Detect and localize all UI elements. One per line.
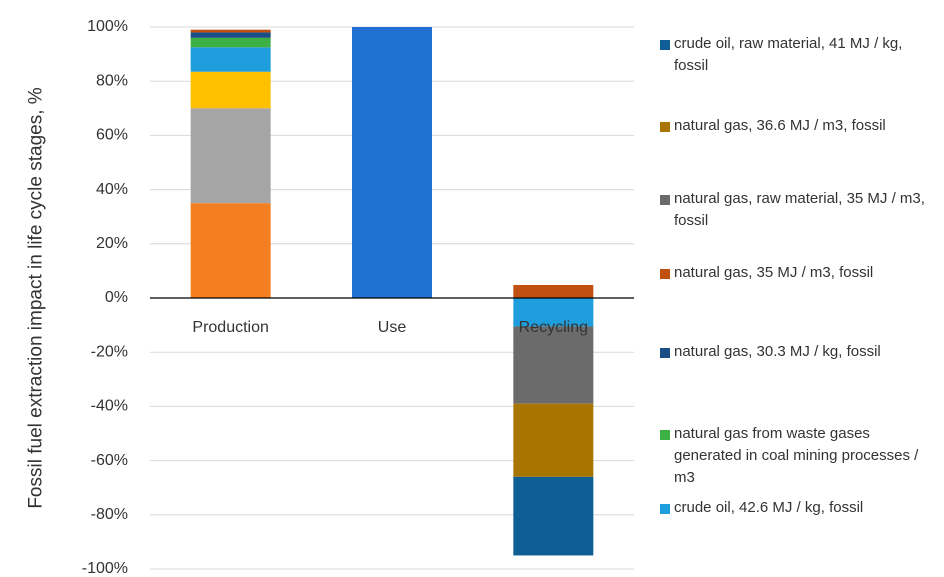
legend-swatch [660, 269, 670, 279]
legend-swatch [660, 348, 670, 358]
x-tick-label: Recycling [519, 319, 588, 336]
legend-swatch [660, 40, 670, 50]
bar-segment [190, 47, 271, 72]
legend-label: natural gas, raw material, 35 MJ / m3, f… [674, 190, 925, 229]
bar-segment [352, 27, 432, 298]
y-tick-label: 40% [96, 181, 128, 198]
legend-swatch [660, 504, 670, 514]
legend-label: natural gas, 30.3 MJ / kg, fossil [674, 343, 881, 360]
bar-segment [513, 476, 594, 556]
legend-swatch [660, 122, 670, 132]
y-tick-label: 20% [96, 235, 128, 252]
bar-segment [190, 29, 271, 33]
bar-segment [513, 284, 594, 298]
y-tick-label: 0% [105, 289, 128, 306]
y-tick-label: -100% [82, 560, 128, 577]
legend-label: crude oil, raw material, 41 MJ / kg, fos… [674, 35, 903, 74]
bar-segment [513, 403, 594, 477]
y-tick-label: -20% [91, 343, 128, 360]
bar-segment [190, 71, 271, 109]
bar-segment [190, 32, 271, 38]
legend-label: natural gas, 36.6 MJ / m3, fossil [674, 117, 886, 134]
y-tick-label: -60% [91, 452, 128, 469]
y-tick-label: -40% [91, 398, 128, 415]
bar-segment [190, 203, 271, 298]
x-tick-label: Use [378, 319, 407, 336]
y-tick-label: 100% [87, 18, 128, 35]
legend-swatch [660, 430, 670, 440]
legend-label: natural gas from waste gases generated i… [674, 425, 919, 486]
y-axis-title: Fossil fuel extraction impact in life cy… [25, 87, 47, 509]
y-tick-label: 80% [96, 72, 128, 89]
bar-segment [513, 298, 594, 327]
bar-segment [190, 108, 271, 204]
y-tick-label: -80% [91, 506, 128, 523]
legend-label: crude oil, 42.6 MJ / kg, fossil [674, 499, 864, 516]
y-tick-label: 60% [96, 127, 128, 144]
bar-segment [513, 326, 594, 404]
bar-segment [190, 37, 271, 48]
legend-swatch [660, 195, 670, 205]
legend-label: natural gas, 35 MJ / m3, fossil [674, 264, 874, 281]
x-tick-label: Production [192, 319, 269, 336]
